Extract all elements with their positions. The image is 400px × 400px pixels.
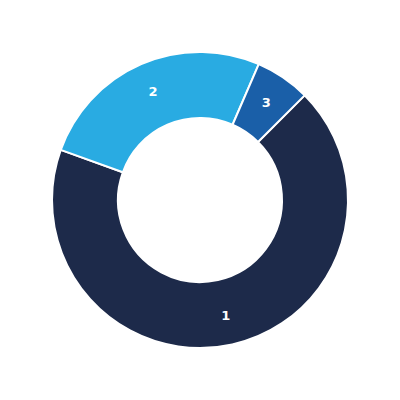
svg-text:3: 3: [262, 95, 271, 110]
svg-text:2: 2: [149, 84, 158, 99]
svg-text:1: 1: [221, 308, 230, 323]
